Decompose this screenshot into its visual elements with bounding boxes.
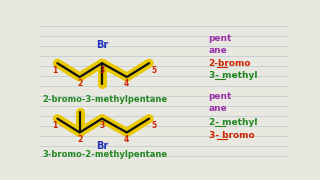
Text: 2-bromo: 2-bromo xyxy=(209,59,251,68)
Text: 5: 5 xyxy=(151,121,157,130)
Text: 3- bromo: 3- bromo xyxy=(209,131,254,140)
Text: pent: pent xyxy=(209,34,232,43)
Text: 2-bromo-3-methylpentane: 2-bromo-3-methylpentane xyxy=(43,95,168,104)
Text: pent: pent xyxy=(209,92,232,101)
Text: ane: ane xyxy=(209,104,228,113)
Text: 4: 4 xyxy=(124,80,129,88)
Text: 3- methyl: 3- methyl xyxy=(209,71,257,80)
Text: 1: 1 xyxy=(52,66,58,75)
Text: 1: 1 xyxy=(52,121,58,130)
Text: 3: 3 xyxy=(100,121,105,130)
Text: 2: 2 xyxy=(77,135,82,144)
Text: 2- methyl: 2- methyl xyxy=(209,118,257,127)
Text: Br: Br xyxy=(96,141,108,151)
Text: Br: Br xyxy=(96,40,108,50)
Text: ane: ane xyxy=(209,46,228,55)
Text: 3: 3 xyxy=(100,66,105,75)
Text: 4: 4 xyxy=(124,135,129,144)
Text: 2: 2 xyxy=(77,80,82,88)
Text: 5: 5 xyxy=(151,66,157,75)
Text: 3-bromo-2-methylpentane: 3-bromo-2-methylpentane xyxy=(43,150,168,159)
